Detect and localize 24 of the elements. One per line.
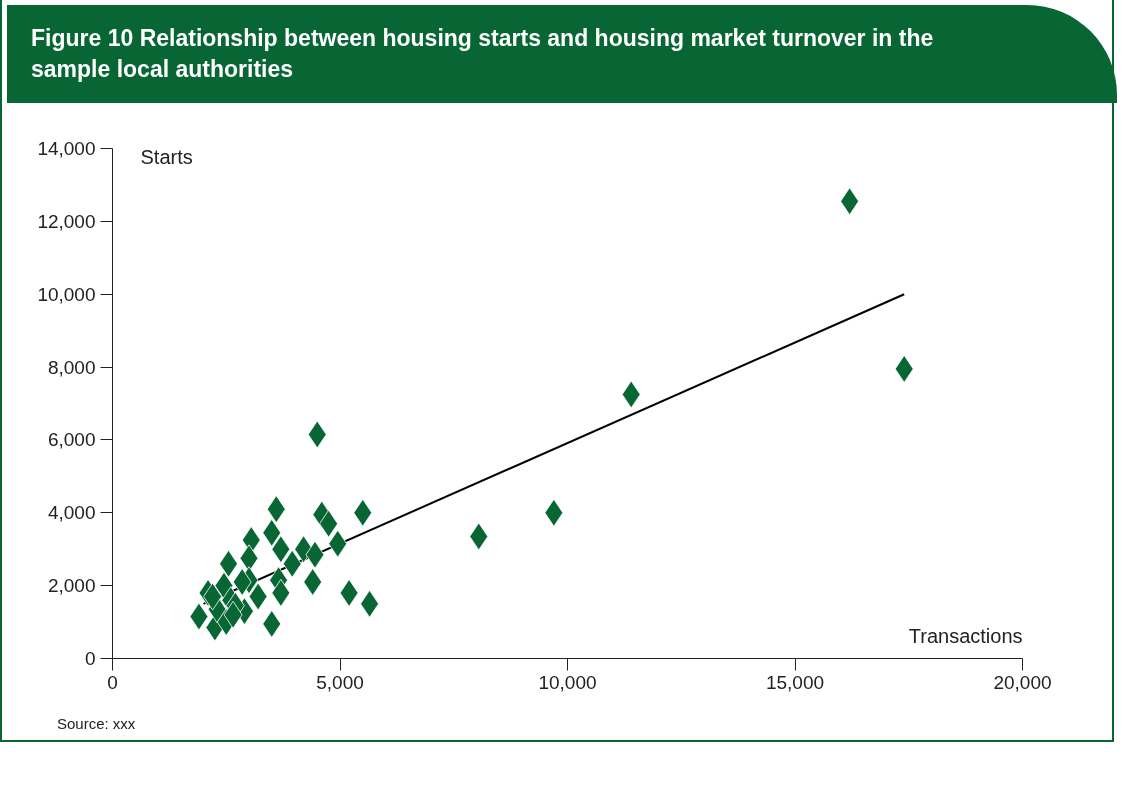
y-tick-label: 0 xyxy=(84,648,96,670)
chart-title: Figure 10 Relationship between housing starts and housing market turnover in the sample local authorities xyxy=(31,24,935,85)
point xyxy=(232,568,252,596)
y-tick-label: 14,000 xyxy=(37,138,96,160)
point xyxy=(894,355,914,383)
y-axis-title: Starts xyxy=(140,145,193,168)
point xyxy=(339,579,359,607)
source-note: Source: xxx xyxy=(57,714,136,735)
y-tick-label: 4,000 xyxy=(47,502,96,524)
x-tick-label: 10,000 xyxy=(538,671,597,693)
point xyxy=(262,610,282,638)
x-tick-label: 5,000 xyxy=(316,671,364,693)
x-tick-label: 15,000 xyxy=(765,671,825,693)
y-tick-label: 8,000 xyxy=(47,356,96,378)
x-axis-title: Transactions xyxy=(908,624,1023,647)
x-tick-label: 0 xyxy=(107,671,118,693)
point xyxy=(262,519,282,547)
y-tick-label: 2,000 xyxy=(47,575,96,597)
y-tick-label: 6,000 xyxy=(47,429,96,451)
point xyxy=(303,568,323,596)
y-tick-label: 10,000 xyxy=(37,283,96,305)
point xyxy=(271,579,291,607)
x-tick-label: 20,000 xyxy=(993,671,1052,693)
y-tick-label: 12,000 xyxy=(37,210,96,232)
